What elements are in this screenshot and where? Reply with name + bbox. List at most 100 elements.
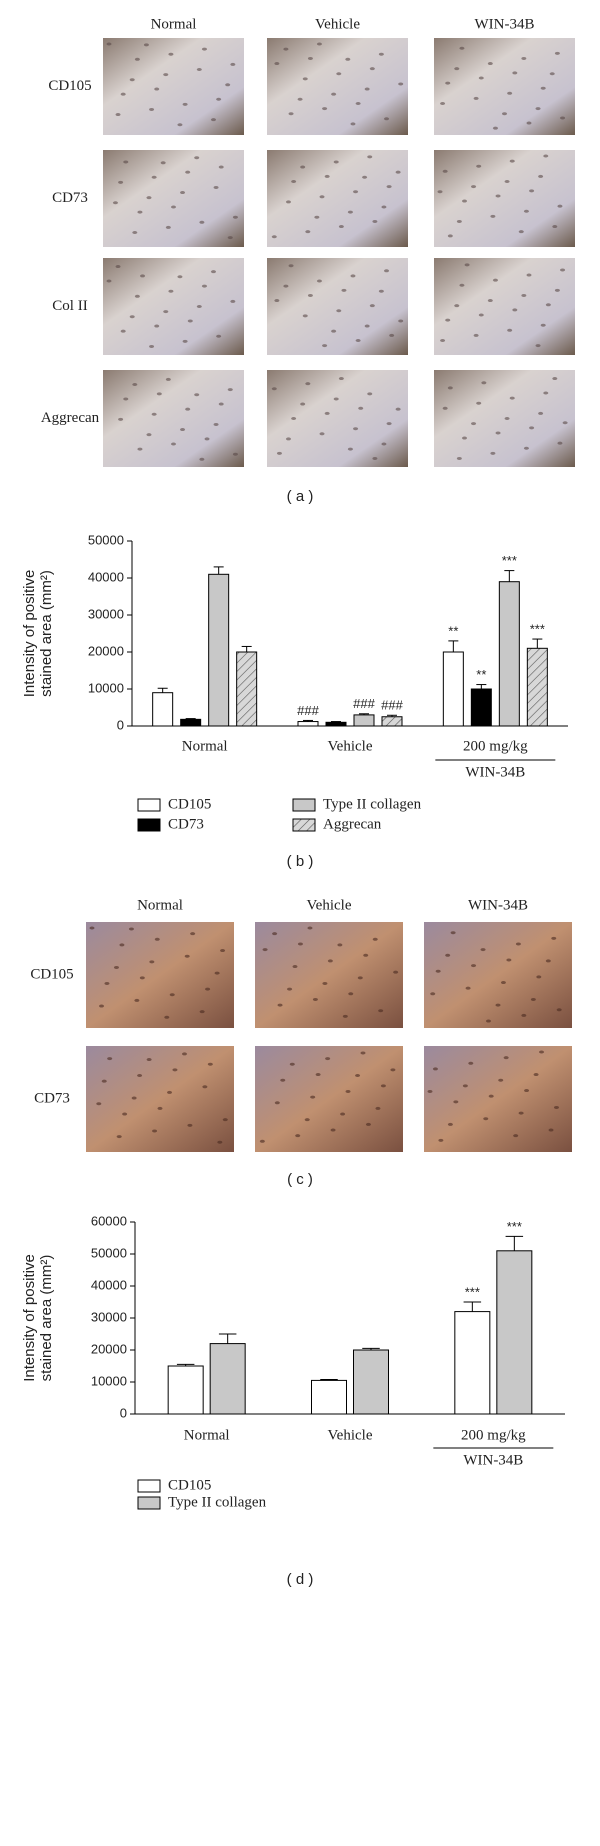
cell xyxy=(106,279,112,283)
cell xyxy=(180,428,186,432)
cell xyxy=(316,42,322,46)
cell xyxy=(333,397,339,401)
cell xyxy=(172,1068,178,1072)
cell xyxy=(149,107,155,111)
row-label: CD105 xyxy=(30,966,73,982)
cell xyxy=(513,1134,519,1138)
cell xyxy=(471,185,477,189)
cell xyxy=(381,205,387,209)
cell xyxy=(364,87,370,91)
cell xyxy=(468,1061,474,1065)
cell xyxy=(355,1074,361,1077)
column-header: Vehicle xyxy=(315,16,360,32)
cell xyxy=(194,156,200,160)
cell xyxy=(232,215,238,219)
legend-label: Type II collagen xyxy=(323,796,422,812)
cell xyxy=(331,92,337,96)
cell xyxy=(218,402,224,406)
cell xyxy=(557,441,563,445)
cell xyxy=(314,215,320,219)
cell xyxy=(485,1019,491,1023)
micrograph xyxy=(267,38,408,135)
cell xyxy=(199,220,205,224)
cell xyxy=(315,1073,321,1077)
cell xyxy=(199,1010,205,1014)
panel-caption: ( a ) xyxy=(287,488,314,505)
cell xyxy=(168,52,174,56)
cell xyxy=(154,324,160,328)
cell xyxy=(378,52,384,56)
cell xyxy=(367,392,373,396)
cell xyxy=(543,391,549,395)
micrograph xyxy=(103,150,244,247)
bar xyxy=(325,721,347,727)
y-tick-label: 50000 xyxy=(91,1245,127,1260)
legend-swatch xyxy=(137,798,161,812)
cell xyxy=(395,407,401,411)
bar xyxy=(526,647,548,727)
cell xyxy=(115,265,121,269)
cell xyxy=(283,47,289,51)
cell xyxy=(277,1003,283,1007)
cell xyxy=(498,1078,504,1082)
cell xyxy=(445,81,451,85)
cell xyxy=(390,1068,396,1072)
cell xyxy=(495,1003,501,1007)
cell xyxy=(518,1111,524,1115)
cell xyxy=(462,436,468,440)
cell xyxy=(512,71,518,75)
row-label: CD73 xyxy=(34,1090,70,1106)
cell xyxy=(553,1105,559,1109)
x-tick-label: Normal xyxy=(184,1427,230,1443)
cell xyxy=(389,333,395,337)
column-header: WIN-34B xyxy=(468,897,528,913)
micrograph xyxy=(86,1046,234,1152)
cell xyxy=(535,344,541,348)
row-label: CD105 xyxy=(48,78,91,94)
cell xyxy=(529,189,535,193)
cell xyxy=(473,96,479,100)
cell xyxy=(398,82,404,86)
cell xyxy=(432,1067,438,1071)
cell xyxy=(459,283,465,287)
cell xyxy=(190,932,196,936)
y-tick-label: 10000 xyxy=(88,680,124,695)
y-tick-label: 0 xyxy=(117,717,124,732)
y-axis-label: stained area (mm²) xyxy=(38,570,55,697)
micrograph xyxy=(103,258,244,355)
panel-caption: ( d ) xyxy=(287,1571,314,1588)
group-label: WIN-34B xyxy=(465,764,525,780)
cell xyxy=(300,165,306,169)
cell xyxy=(216,334,222,338)
y-tick-label: 20000 xyxy=(88,643,124,658)
cell xyxy=(440,339,446,342)
micrograph xyxy=(267,258,408,355)
cell xyxy=(274,299,280,303)
cell xyxy=(116,1135,122,1139)
panel-caption: ( c ) xyxy=(287,1171,313,1188)
cell xyxy=(182,102,188,106)
cell xyxy=(393,970,399,974)
cell xyxy=(120,92,126,96)
cell xyxy=(123,397,129,401)
column-header: WIN-34B xyxy=(475,16,535,32)
micrograph xyxy=(424,922,572,1028)
cell xyxy=(210,270,216,274)
cell xyxy=(362,175,368,179)
y-tick-label: 0 xyxy=(120,1405,127,1420)
cell xyxy=(347,447,353,451)
legend-label: CD105 xyxy=(168,796,211,812)
cell xyxy=(271,387,277,391)
cell xyxy=(459,46,465,50)
cell xyxy=(201,284,207,288)
y-tick-label: 50000 xyxy=(88,532,124,547)
cell xyxy=(291,417,297,420)
cell xyxy=(214,971,220,975)
cell xyxy=(545,959,551,963)
cell xyxy=(450,931,456,935)
cell xyxy=(557,204,563,208)
cell xyxy=(551,936,557,940)
cell xyxy=(504,417,510,420)
cell xyxy=(338,225,344,229)
cell xyxy=(337,943,343,947)
